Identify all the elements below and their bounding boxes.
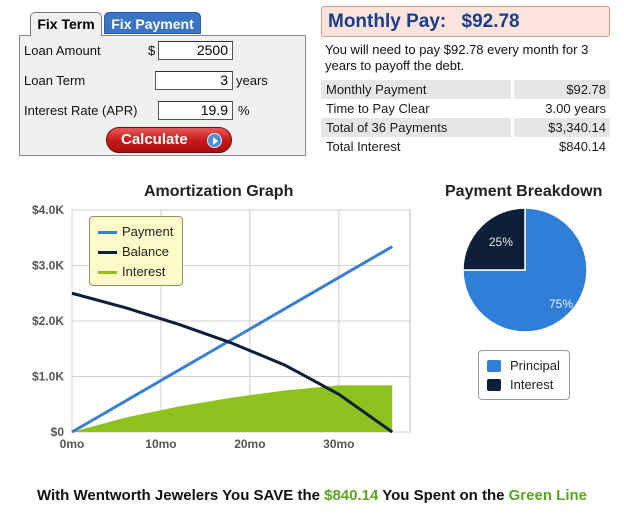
payment-breakdown-title: Payment Breakdown <box>445 183 603 200</box>
summary-value: $3,340.14 <box>514 118 610 137</box>
calculator-form: Loan Amount $ 2500 Loan Term 3 years Int… <box>19 35 306 156</box>
summary-value: $840.14 <box>559 139 606 154</box>
payment-description: You will need to pay $92.78 every month … <box>325 42 589 73</box>
interest-rate-input[interactable]: 19.9 <box>158 101 233 120</box>
monthly-pay-header: Monthly Pay: $92.78 <box>321 6 610 37</box>
loan-term-input[interactable]: 3 <box>155 71 233 90</box>
summary-value: $92.78 <box>514 80 610 99</box>
summary-label: Monthly Payment <box>321 80 511 99</box>
series-line-payment <box>71 245 393 434</box>
amortization-legend: Payment Balance Interest <box>89 216 183 286</box>
footer-prefix: With Wentworth Jewelers You SAVE the <box>36 487 325 504</box>
pie-slice-interest <box>462 207 526 271</box>
summary-row: Total of 36 Payments $3,340.14 <box>321 118 610 137</box>
summary-label: Time to Pay Clear <box>326 101 430 116</box>
loan-term-unit: years <box>236 73 268 88</box>
footer-highlight: Green Line <box>508 487 587 504</box>
legend-label: Principal <box>510 358 560 373</box>
summary-label: Total of 36 Payments <box>321 118 511 137</box>
calculate-button[interactable]: Calculate <box>106 127 232 153</box>
amortization-chart-title: Amortization Graph <box>144 183 294 200</box>
summary-row: Total Interest $840.14 <box>321 137 610 156</box>
tab-fix-payment[interactable]: Fix Payment <box>104 12 201 34</box>
legend-label: Payment <box>122 224 174 239</box>
y-tick-label: $2.0K <box>32 314 64 328</box>
x-tick-label: 0mo <box>60 437 85 451</box>
monthly-pay-label: Monthly Pay: <box>328 11 447 32</box>
interest-rate-label: Interest Rate (APR) <box>24 103 138 118</box>
loan-amount-input[interactable]: 2500 <box>158 41 233 60</box>
monthly-pay-value: $92.78 <box>461 11 520 32</box>
y-tick-label: $3.0K <box>32 259 64 273</box>
footer-amount: $840.14 <box>324 487 379 504</box>
pie-legend: Principal Interest <box>478 350 570 400</box>
x-tick-label: 10mo <box>145 437 176 451</box>
balance-swatch <box>98 251 117 254</box>
series-line-balance <box>71 291 394 434</box>
x-tick-label: 30mo <box>323 437 354 451</box>
amortization-chart: $0 $1.0K $2.0K $3.0K $4.0K 0mo 10mo 20mo 30mo <box>32 203 411 451</box>
interest-swatch <box>487 379 501 391</box>
legend-label: Balance <box>122 244 169 259</box>
y-tick-label: $0 <box>51 425 65 439</box>
principal-swatch <box>487 360 501 372</box>
loan-amount-label: Loan Amount <box>24 43 101 58</box>
interest-rate-unit: % <box>238 103 250 118</box>
series-area-interest <box>72 385 393 432</box>
summary-row: Monthly Payment $92.78 <box>321 80 610 99</box>
legend-label: Interest <box>122 264 166 279</box>
calculate-label: Calculate <box>121 131 188 148</box>
interest-swatch <box>98 271 117 274</box>
currency-prefix: $ <box>148 43 156 58</box>
loan-term-label: Loan Term <box>24 73 86 88</box>
x-tick-label: 20mo <box>234 437 265 451</box>
footer-middle: You Spent on the <box>378 487 509 504</box>
y-tick-label: $4.0K <box>32 203 64 217</box>
payment-swatch <box>98 231 117 234</box>
pie-slice-label: 75% <box>549 297 573 311</box>
tab-fix-term[interactable]: Fix Term <box>30 12 102 36</box>
legend-label: Interest <box>510 377 554 392</box>
y-tick-label: $1.0K <box>32 370 64 384</box>
summary-row: Time to Pay Clear 3.00 years <box>321 99 610 118</box>
pie-slice-label: 25% <box>489 235 513 249</box>
payment-breakdown-pie: 75% 25% <box>462 207 588 333</box>
arrow-right-icon <box>207 133 222 148</box>
summary-value: 3.00 years <box>545 101 606 116</box>
summary-label: Total Interest <box>326 139 401 154</box>
footer-message: With Wentworth Jewelers You SAVE the $84… <box>0 487 624 504</box>
